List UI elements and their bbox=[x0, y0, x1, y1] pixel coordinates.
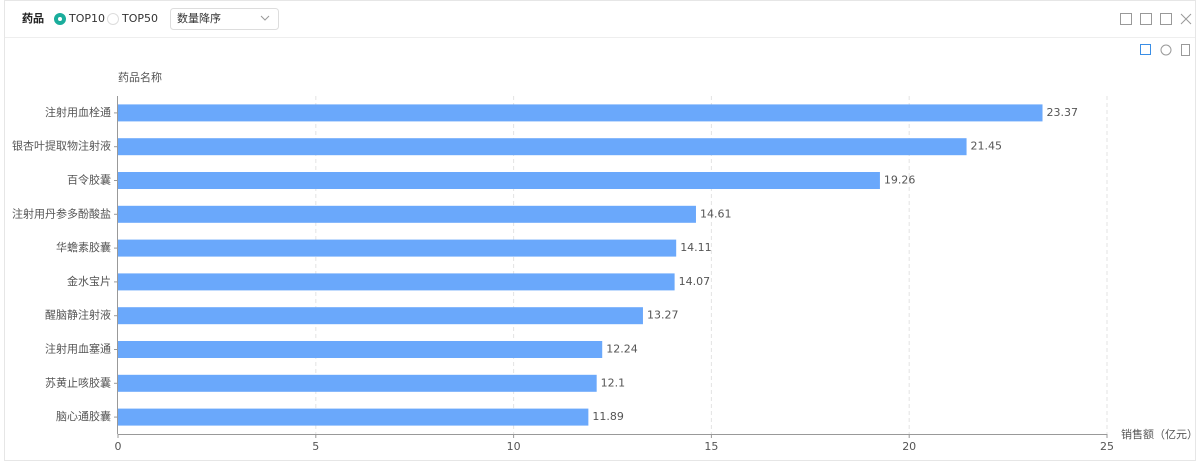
x-tick-label: 5 bbox=[312, 440, 319, 453]
value-label: 21.45 bbox=[971, 140, 1003, 153]
x-tick-label: 20 bbox=[902, 440, 916, 453]
x-axis-title: 销售额（亿元） bbox=[1121, 427, 1198, 441]
y-tick-label: 百令胶囊 bbox=[67, 173, 111, 187]
x-tick-label: 10 bbox=[507, 440, 521, 453]
panel-icons bbox=[1120, 13, 1192, 56]
value-label: 23.37 bbox=[1047, 106, 1079, 119]
y-tick-label: 华蟾素胶囊 bbox=[56, 240, 111, 254]
bar bbox=[118, 341, 603, 358]
header-title: 药品 bbox=[22, 11, 44, 25]
value-label: 19.26 bbox=[884, 174, 916, 187]
y-tick-label: 脑心通胶囊 bbox=[56, 409, 111, 423]
y-tick-label: 注射用血栓通 bbox=[45, 105, 111, 119]
y-tick-label: 醒脑静注射液 bbox=[45, 308, 111, 322]
bar bbox=[118, 172, 880, 189]
radio-label: TOP50 bbox=[121, 12, 158, 25]
value-label: 13.27 bbox=[647, 309, 679, 322]
bar bbox=[118, 307, 643, 325]
bar bbox=[118, 104, 1043, 122]
download-icon[interactable] bbox=[1140, 13, 1152, 25]
radio-dot bbox=[58, 17, 62, 21]
x-tick-label: 0 bbox=[115, 440, 122, 453]
y-tick-label: 注射用血塞通 bbox=[45, 342, 111, 356]
dropdown-arrow bbox=[260, 15, 270, 21]
sort-value: 数量降序 bbox=[177, 11, 221, 25]
y-axis-title: 药品名称 bbox=[118, 70, 162, 84]
radio-label: TOP10 bbox=[68, 12, 105, 25]
bar bbox=[118, 374, 597, 392]
table-view-icon[interactable] bbox=[1181, 44, 1190, 56]
fullscreen-icon[interactable] bbox=[1120, 13, 1132, 25]
x-tick-label: 25 bbox=[1100, 440, 1114, 453]
sort-dropdown[interactable] bbox=[170, 8, 279, 30]
y-tick-label: 金水宝片 bbox=[67, 274, 111, 288]
export-icon[interactable] bbox=[1160, 13, 1172, 25]
value-label: 12.1 bbox=[601, 376, 626, 389]
y-tick-label: 注射用丹参多酚酸盐 bbox=[12, 206, 111, 220]
bar-view-icon[interactable] bbox=[1140, 44, 1151, 55]
y-tick-label: 银杏叶提取物注射液 bbox=[12, 139, 111, 153]
close-icon[interactable] bbox=[1180, 13, 1192, 25]
chart: 药品名称 销售额（亿元） 0 5 10 15 20 25 注射用血栓通 23.37 银杏叶提取物… bbox=[12, 70, 1198, 453]
bar bbox=[118, 273, 675, 291]
bar bbox=[118, 205, 696, 223]
header: 药品 数量降序 TOP10 TOP50 bbox=[22, 8, 279, 30]
y-tick-label: 苏黄止咳胶囊 bbox=[45, 375, 111, 389]
value-label: 14.11 bbox=[680, 241, 712, 254]
radio[interactable] bbox=[107, 13, 119, 25]
value-label: 11.89 bbox=[592, 410, 624, 423]
bar bbox=[118, 239, 677, 257]
bar bbox=[118, 408, 589, 426]
pie-view-icon[interactable] bbox=[1160, 44, 1172, 56]
x-tick-label: 15 bbox=[704, 440, 718, 453]
bar bbox=[118, 138, 967, 156]
value-label: 12.24 bbox=[606, 343, 638, 356]
value-label: 14.07 bbox=[679, 275, 711, 288]
value-label: 14.61 bbox=[700, 207, 732, 220]
